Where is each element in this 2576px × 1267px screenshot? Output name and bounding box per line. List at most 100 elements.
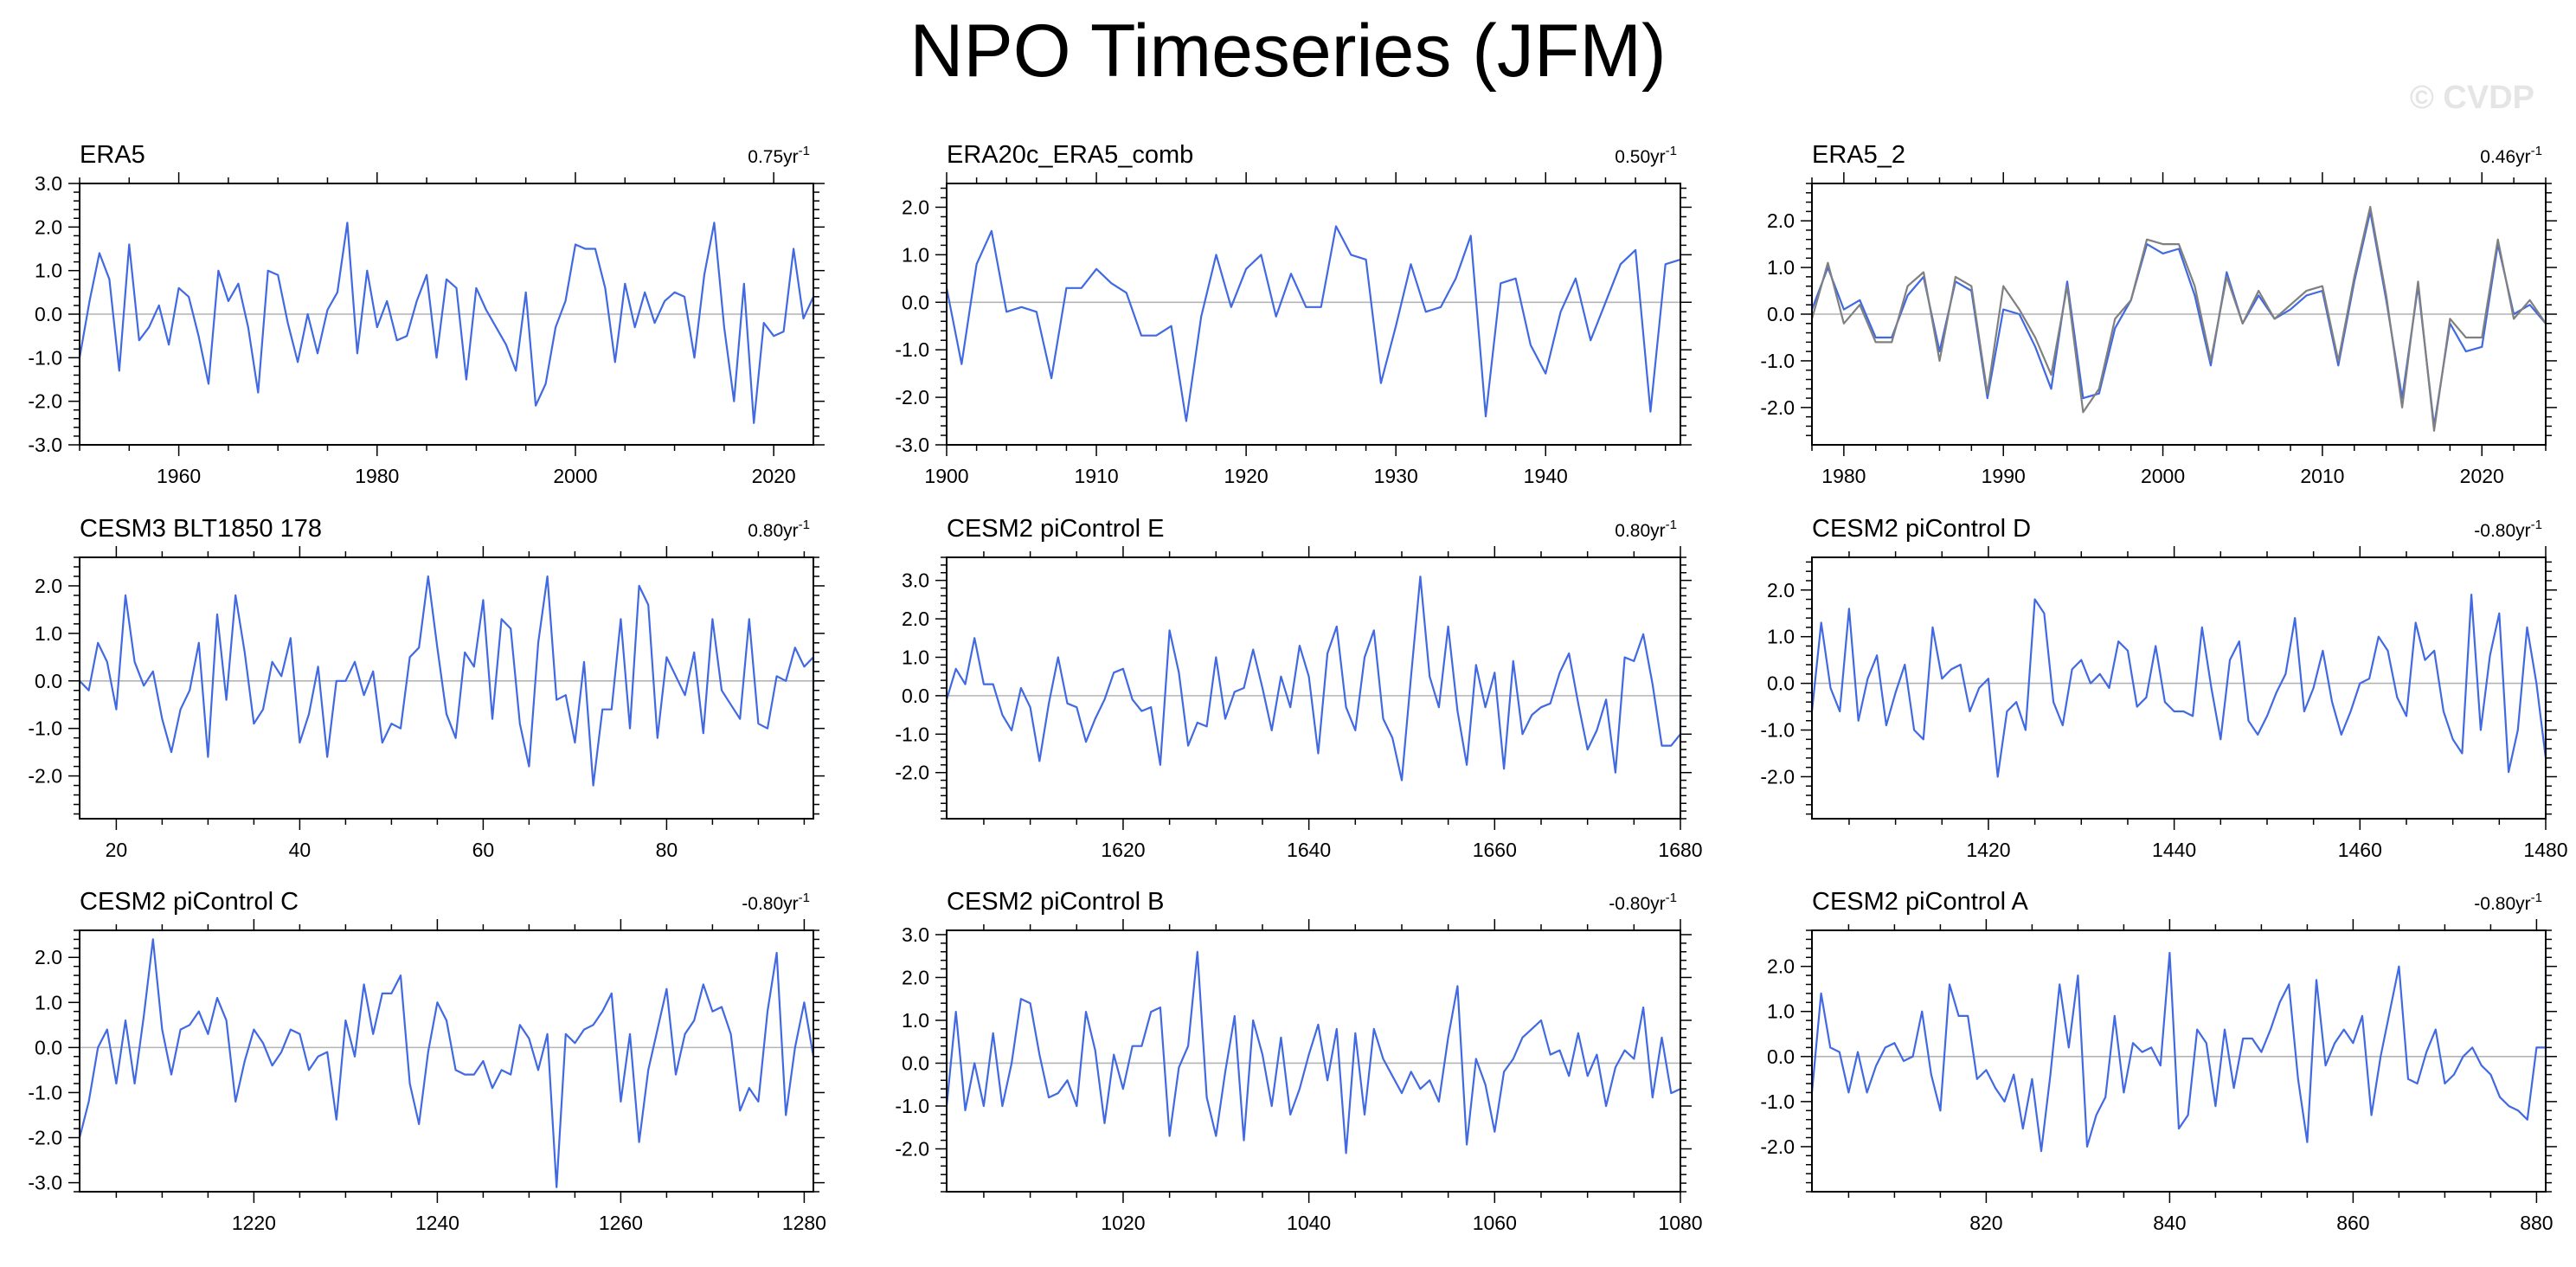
y-tick-label: -2.0 [1760,765,1795,788]
x-tick-label: 1990 [1982,465,2026,487]
y-tick-label: -1.0 [895,338,929,361]
panel-cesm2-picontrol-a: CESM2 piControl A -0.80yr-1 -2.0 -1.0 0.0 1.0… [1760,888,2557,1234]
y-tick-label: -2.0 [28,390,62,413]
x-tick-label: 1960 [157,465,201,487]
x-tick-label: 1460 [2338,839,2382,861]
x-tick-label: 1420 [1966,839,2010,861]
panel-title: ERA5 [80,141,145,169]
x-tick-label: 80 [656,839,678,861]
x-tick-label: 1220 [232,1212,276,1234]
series-line [1810,593,2547,778]
panel-era5: ERA5 0.75yr-1 -3.0 -2.0 -1.0 0.0 1.0 2.0 3.0 1960… [28,141,825,487]
y-tick-label: -1.0 [895,1095,929,1117]
y-tick-label: -1.0 [28,1081,62,1103]
plot-frame [946,929,1681,1193]
y-tick-label: -1.0 [28,717,62,740]
y-tick-label: 1.0 [1767,256,1795,279]
trend-label: -0.80yr-1 [2474,891,2542,914]
y-tick-label: -2.0 [28,765,62,788]
plot-frame [79,929,814,1193]
y-tick-label: 2.0 [35,215,62,238]
figure-title: NPO Timeseries (JFM) [909,10,1667,93]
panel-title: CESM2 piControl D [1812,515,2031,543]
y-tick-label: 1.0 [902,646,929,668]
y-tick-label: 3.0 [902,569,929,592]
x-tick-label: 1280 [782,1212,826,1234]
trend-label: 0.80yr-1 [748,518,810,541]
x-tick-label: 1900 [924,465,968,487]
series-line [1810,951,2547,1153]
watermark: © CVDP [2409,80,2534,116]
trend-label: 0.50yr-1 [1615,144,1677,167]
y-tick-label: 2.0 [902,196,929,218]
x-tick-label: 2000 [553,465,597,487]
panel-title: CESM3 BLT1850 178 [80,515,322,543]
y-tick-label: -2.0 [28,1127,62,1149]
y-tick-label: 2.0 [1767,209,1795,232]
x-tick-label: 860 [2336,1212,2369,1234]
panel-cesm2-picontrol-b: CESM2 piControl B -0.80yr-1 -2.0 -1.0 0.0 1.0… [895,888,1702,1234]
y-tick-label: 0.0 [35,1036,62,1058]
series-line [79,575,815,787]
x-tick-label: 1080 [1658,1212,1702,1234]
y-tick-label: -1.0 [1760,719,1795,742]
y-tick-label: -2.0 [895,386,929,408]
x-tick-label: 1440 [2152,839,2196,861]
x-tick-label: 1640 [1287,839,1331,861]
panel-cesm2-picontrol-d: CESM2 piControl D -0.80yr-1 -2.0 -1.0 0.0 1.0… [1760,515,2567,861]
y-tick-label: 1.0 [35,260,62,282]
x-tick-label: 1680 [1658,839,1702,861]
plot-frame [79,556,814,820]
panel-cesm3-blt1850-178: CESM3 BLT1850 178 0.80yr-1 -2.0 -1.0 0.0 1.0 2… [28,515,825,861]
panel-era5-2: ERA5_2 0.46yr-1 -2.0 -1.0 0.0 1.0 2.0 1980 1990 2… [1760,141,2557,487]
x-tick-label: 840 [2153,1212,2186,1234]
x-tick-label: 820 [1969,1212,2002,1234]
y-tick-label: 1.0 [902,243,929,266]
y-tick-label: 3.0 [35,172,62,195]
x-tick-label: 2010 [2300,465,2344,487]
x-tick-label: 2000 [2141,465,2185,487]
trend-label: 0.46yr-1 [2480,144,2542,167]
x-tick-label: 880 [2520,1212,2553,1234]
y-tick-label: 0.0 [902,291,929,313]
trend-label: -0.80yr-1 [2474,518,2542,541]
series-line [78,938,815,1188]
y-tick-label: 0.0 [1767,672,1795,695]
plot-frame [1811,556,2547,820]
x-tick-label: 1660 [1473,839,1517,861]
y-tick-label: 0.0 [35,303,62,325]
y-tick-label: -2.0 [895,1137,929,1160]
y-tick-label: -2.0 [895,762,929,784]
y-tick-label: -1.0 [28,346,62,369]
y-tick-label: -3.0 [28,1172,62,1194]
y-tick-label: 0.0 [1767,1045,1795,1068]
y-tick-label: -3.0 [895,434,929,456]
panel-cesm2-picontrol-e: CESM2 piControl E 0.80yr-1 -2.0 -1.0 0.0 1.0 2… [895,515,1702,861]
x-tick-label: 1980 [1821,465,1866,487]
y-tick-label: -3.0 [28,434,62,456]
y-tick-label: 2.0 [35,575,62,597]
x-tick-label: 1480 [2523,839,2567,861]
y-tick-label: 2.0 [1767,579,1795,601]
panel-title: CESM2 piControl E [947,515,1164,543]
x-tick-label: 1060 [1473,1212,1517,1234]
plot-frame [1811,183,2547,446]
panel-title: CESM2 piControl B [947,888,1164,916]
y-tick-label: 2.0 [902,608,929,630]
y-tick-label: 1.0 [902,1009,929,1032]
x-tick-label: 60 [472,839,495,861]
x-tick-label: 1980 [355,465,399,487]
trend-label: -0.80yr-1 [742,891,810,914]
y-tick-label: 0.0 [1767,303,1795,325]
trend-label: 0.80yr-1 [1615,518,1677,541]
series-line [945,950,1681,1154]
x-tick-label: 1940 [1524,465,1568,487]
plot-frame [946,183,1681,446]
series-line [945,225,1681,422]
trend-label: 0.75yr-1 [748,144,810,167]
series-line [78,222,815,424]
x-tick-label: 1040 [1287,1212,1331,1234]
x-tick-label: 1910 [1074,465,1118,487]
panel-era20c-era5-comb: ERA20c_ERA5_comb 0.50yr-1 -3.0 -2.0 -1.0 0.0 1… [895,141,1692,487]
y-tick-label: -1.0 [1760,1090,1795,1113]
